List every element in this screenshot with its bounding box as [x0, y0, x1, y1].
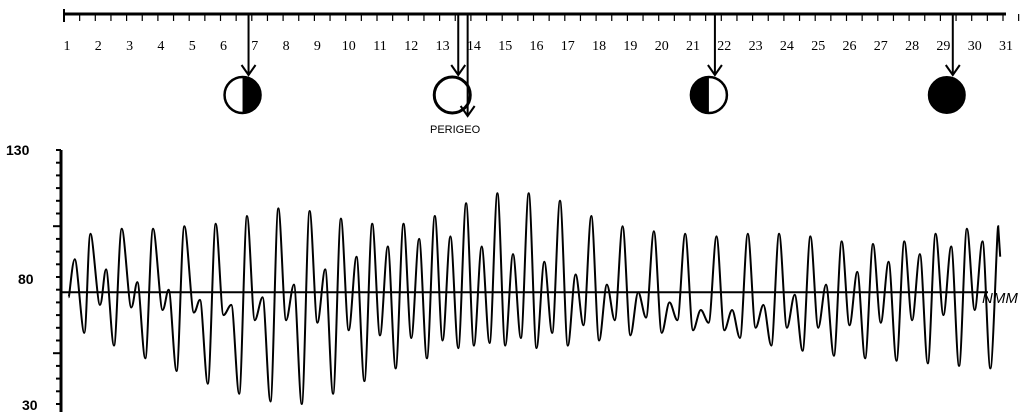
day-tick-label: 10 [342, 39, 356, 54]
day-tick-label: 29 [936, 39, 950, 54]
day-tick-label: 30 [968, 39, 982, 54]
new-moon-icon [927, 76, 966, 114]
day-tick-label: 5 [189, 39, 196, 54]
day-tick-label: 4 [157, 39, 164, 54]
y-tick-label-130: 130 [6, 142, 30, 158]
day-tick-label: 17 [561, 39, 575, 54]
moon-arrow-head [707, 64, 723, 77]
day-tick-label: 12 [404, 39, 418, 54]
day-tick-label: 14 [467, 39, 481, 54]
first-quarter-moon-icon-shade [242, 77, 261, 113]
day-tick-label: 27 [874, 39, 888, 54]
moon-arrow-head [450, 64, 467, 77]
y-tick-label-80: 80 [18, 271, 34, 287]
y-tick-label-30: 30 [22, 397, 38, 412]
moon-phase-markers [223, 14, 966, 118]
day-tick-label: 18 [592, 39, 606, 54]
day-tick-label: 23 [749, 39, 763, 54]
day-tick-label: 9 [314, 39, 321, 54]
y-axis [53, 149, 63, 412]
last-quarter-moon-icon-shade [690, 77, 709, 113]
day-tick-label: 24 [780, 39, 794, 54]
day-tick-label: 31 [999, 39, 1013, 54]
moon-arrow-head [944, 64, 961, 77]
moon-arrow-head [240, 64, 257, 77]
day-tick-label: 19 [623, 39, 637, 54]
day-tick-label: 15 [498, 39, 512, 54]
day-timeline: 1 2 3 4 5 6 7 8 9 10 11 12 13 14 15 16 17 18 19 20 21 22 23 24 2… [63, 9, 1020, 54]
day-tick-label: 6 [220, 39, 227, 54]
perigee-arrow-head [459, 105, 476, 118]
nmm-label: NMM [982, 290, 1018, 307]
day-tick-label: 22 [717, 39, 731, 54]
day-tick-label: 1 [64, 39, 71, 54]
day-tick-label: 13 [436, 39, 450, 54]
day-tick-label: 7 [251, 39, 258, 54]
day-tick-label: 28 [905, 39, 919, 54]
day-tick-label: 20 [655, 39, 669, 54]
day-tick-label: 8 [283, 39, 290, 54]
tide-level-line [67, 192, 1002, 406]
perigee-label: PERIGEO [430, 124, 481, 136]
day-tick-label: 3 [126, 39, 133, 54]
day-tick-label: 26 [843, 39, 857, 54]
day-tick-label: 2 [95, 39, 102, 54]
full-moon-icon [432, 75, 472, 115]
day-tick-label: 11 [373, 39, 386, 54]
day-tick-label: 21 [686, 39, 700, 54]
day-tick-label: 16 [530, 39, 544, 54]
day-tick-label: 25 [811, 39, 825, 54]
